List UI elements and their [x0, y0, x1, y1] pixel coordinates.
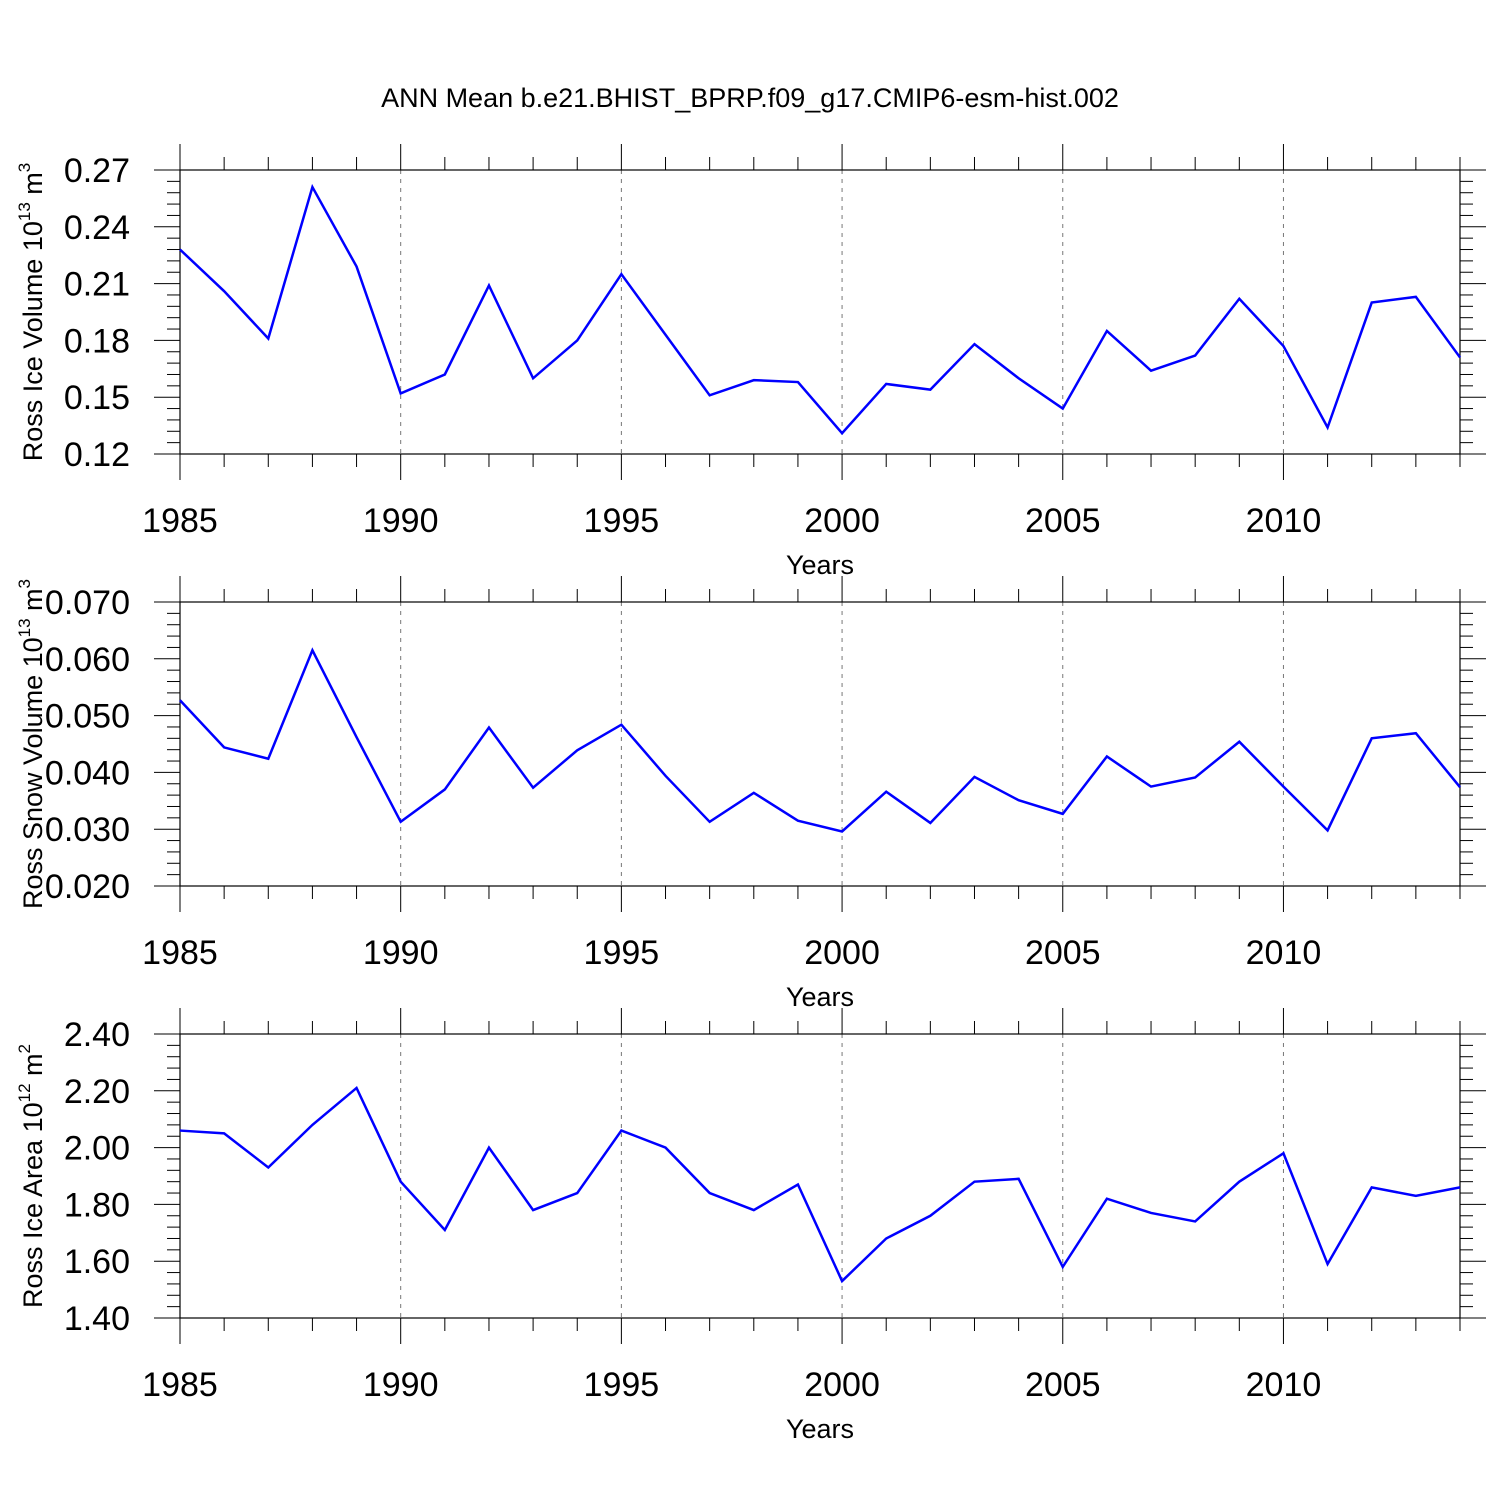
- y-axis-title-unit-exponent: 3: [15, 163, 34, 172]
- y-tick-label: 0.070: [45, 584, 130, 622]
- y-tick-label: 1.80: [64, 1186, 130, 1224]
- chart-panel-1: 0.27 0.24 0.21 0.18 0.15 0.12 1985 1990 1995 2000…: [15, 144, 1486, 580]
- y-tick-label: 0.21: [64, 266, 130, 304]
- y-tick-label: 0.27: [64, 152, 130, 190]
- x-tick-label: 1990: [363, 934, 439, 972]
- y-axis-title-exponent: 13: [15, 618, 34, 637]
- plot-frame: [179, 1033, 1461, 1319]
- x-axis-title: Years: [786, 1414, 854, 1444]
- series-line: [179, 647, 1461, 833]
- y-axis-title-main: Ross Snow Volume 10: [18, 637, 48, 909]
- y-tick-label: 0.18: [64, 322, 130, 360]
- y-axis-title: Ross Ice Area 1012 m2: [15, 1044, 48, 1308]
- y-tick-label: 0.12: [64, 436, 130, 474]
- x-tick-label: 2000: [804, 502, 880, 540]
- y-tick-label: 0.050: [45, 698, 130, 736]
- y-tick-label: 1.40: [64, 1300, 130, 1338]
- x-tick-label: 1985: [142, 502, 218, 540]
- y-tick-label: 0.24: [64, 209, 130, 247]
- x-tick-label: 2000: [804, 934, 880, 972]
- y-axis-title: Ross Snow Volume 1013 m3: [15, 579, 48, 909]
- series-line: [179, 183, 1462, 436]
- y-axis-title-main: Ross Ice Area 10: [18, 1102, 48, 1308]
- y-tick-label: 2.40: [64, 1016, 130, 1054]
- y-tick-label: 2.00: [64, 1130, 130, 1168]
- y-tick-label: 0.15: [64, 379, 130, 417]
- x-tick-label: 2010: [1246, 1366, 1322, 1404]
- y-axis-title-unit: m: [18, 172, 48, 202]
- x-tick-label: 2005: [1025, 1366, 1101, 1404]
- x-tick-label: 1995: [584, 934, 660, 972]
- x-tick-label: 2005: [1025, 934, 1101, 972]
- figure-title: ANN Mean b.e21.BHIST_BPRP.f09_g17.CMIP6-…: [381, 83, 1119, 113]
- chart-panel-2: 0.070 0.060 0.050 0.040 0.030 0.020 1985 1990 19…: [15, 576, 1486, 1012]
- y-axis-title-exponent: 13: [15, 202, 34, 221]
- y-tick-label: 0.030: [45, 811, 130, 849]
- x-tick-label: 1990: [363, 1366, 439, 1404]
- y-tick-label: 1.60: [64, 1243, 130, 1281]
- x-tick-label: 1995: [584, 502, 660, 540]
- x-tick-label: 1985: [142, 1366, 218, 1404]
- series-line: [179, 1085, 1461, 1284]
- y-axis-title-main: Ross Ice Volume 10: [18, 221, 48, 461]
- x-axis-title: Years: [786, 982, 854, 1012]
- x-tick-label: 2005: [1025, 502, 1101, 540]
- y-tick-label: 2.20: [64, 1073, 130, 1111]
- y-axis-title-unit: m: [18, 1053, 48, 1083]
- x-tick-label: 2010: [1246, 502, 1322, 540]
- y-axis-title-unit: m: [18, 588, 48, 618]
- y-tick-label: 0.020: [45, 868, 130, 906]
- y-axis-title-unit-exponent: 3: [15, 579, 34, 588]
- x-tick-label: 1985: [142, 934, 218, 972]
- chart-panel-3: 2.40 2.20 2.00 1.80 1.60 1.40 1985 1990 1995 2000…: [15, 1008, 1486, 1444]
- x-axis-title: Years: [786, 550, 854, 580]
- plot-frame: [179, 601, 1461, 887]
- x-tick-label: 2000: [804, 1366, 880, 1404]
- y-tick-label: 0.040: [45, 754, 130, 792]
- x-tick-label: 1995: [584, 1366, 660, 1404]
- y-axis-title-exponent: 12: [15, 1083, 34, 1102]
- y-tick-label: 0.060: [45, 641, 130, 679]
- plot-frame: [179, 169, 1461, 455]
- y-axis-title: Ross Ice Volume 1013 m3: [15, 163, 48, 462]
- x-tick-label: 2010: [1246, 934, 1322, 972]
- y-axis-title-unit-exponent: 2: [15, 1044, 34, 1053]
- x-tick-label: 1990: [363, 502, 439, 540]
